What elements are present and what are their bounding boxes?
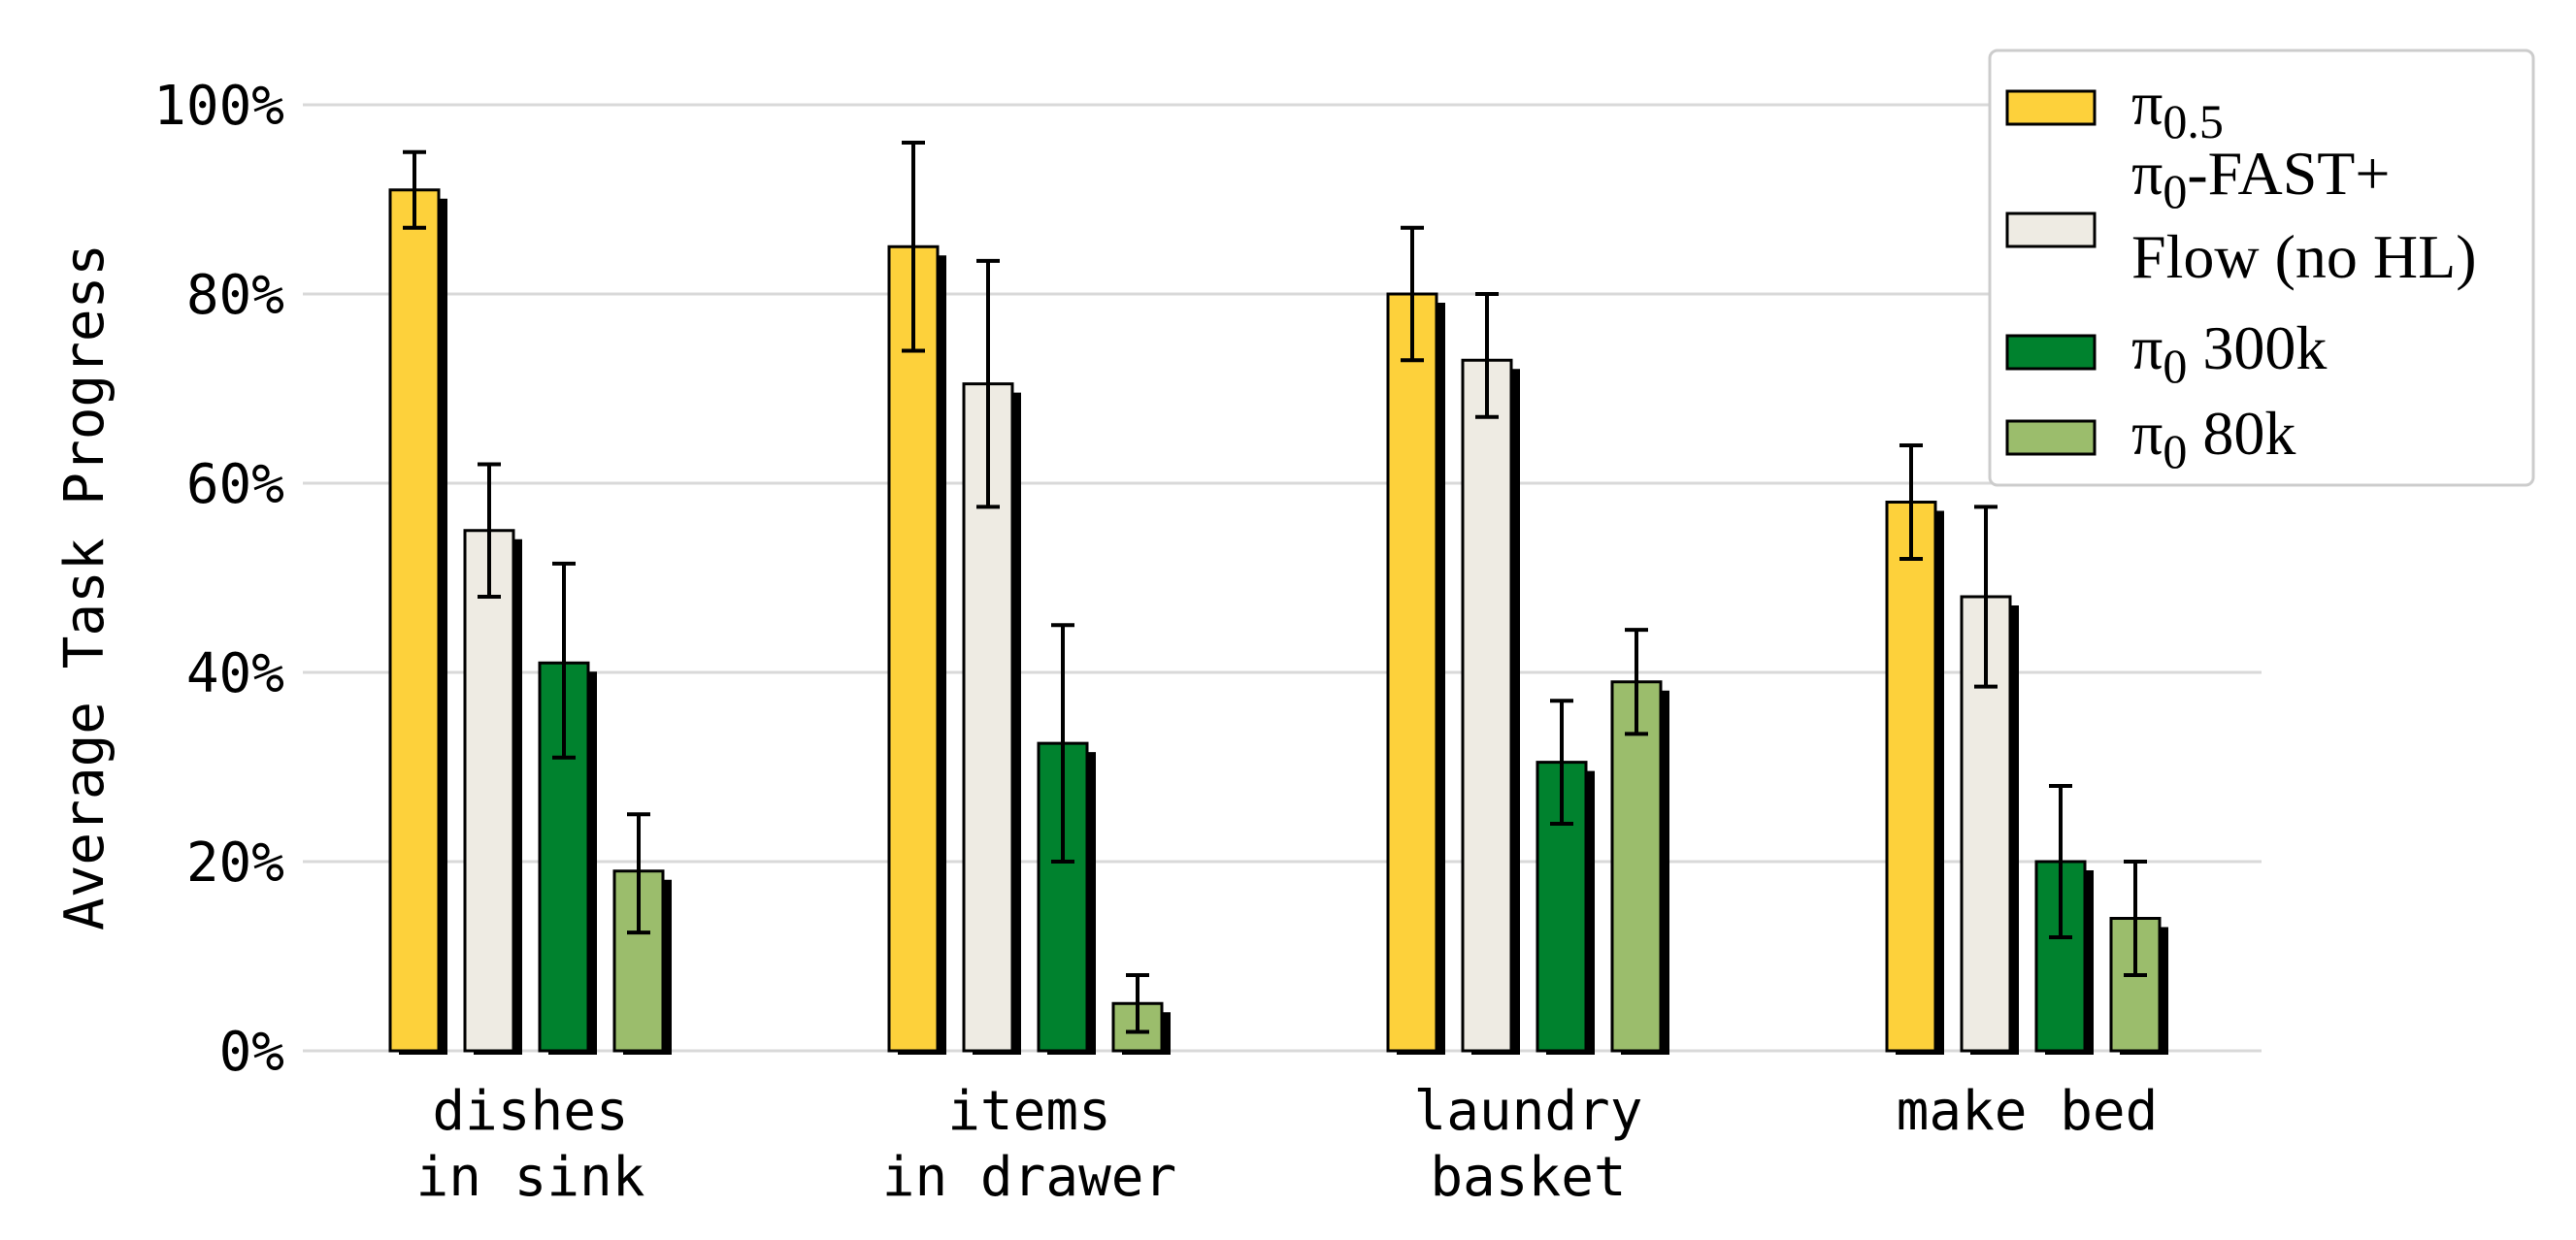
y-tick-label: 0% [219,1021,284,1084]
x-tick-label: in sink [415,1146,644,1209]
error-bar [403,149,426,230]
legend-swatch [2005,89,2097,126]
legend-label: π0.5 [2131,69,2224,148]
legend-label: π0 300k [2131,313,2327,393]
bar [1461,358,1513,1053]
y-tick-label: 60% [186,453,284,516]
y-tick-label: 100% [153,75,284,138]
bar [388,188,441,1053]
y-axis-label: Average Task Progress [53,244,116,930]
x-tick-label: items [947,1080,1111,1143]
legend-label: π0-FAST+ [2131,139,2390,218]
error-bar [1475,292,1499,419]
x-tick-label: make bed [1897,1080,2159,1143]
bar [463,529,515,1053]
x-tick-label: basket [1430,1146,1626,1209]
error-bar [552,561,576,760]
legend-item: π0 80k [2005,399,2295,478]
error-bar [1899,443,1923,561]
bar [1885,501,1937,1053]
error-bar [627,812,650,935]
error-bar [1401,225,1424,363]
error-bar [1051,623,1074,864]
bars [388,188,2168,1055]
error-bar [2049,784,2072,939]
bar [887,245,940,1053]
x-tick-label: laundry [1413,1080,1642,1143]
y-tick-label: 80% [186,264,284,327]
error-bar [976,258,1000,509]
legend-label-line2: Flow (no HL) [2131,222,2477,291]
legend-swatch [2005,419,2097,456]
legend-item: π0-FAST+Flow (no HL) [2005,139,2477,291]
y-tick-label: 40% [186,642,284,705]
legend-swatch [2005,334,2097,371]
error-bar [478,462,501,599]
x-tick-label: dishes [432,1080,628,1143]
x-tick-label: in drawer [882,1146,1176,1209]
error-bars [403,141,2147,1034]
bar [1386,292,1438,1053]
legend-swatch [2005,212,2097,248]
legend-box [1988,49,2535,487]
bar [1610,680,1663,1053]
error-bar [902,141,925,353]
error-bar [1974,505,1998,689]
error-bar [2124,860,2147,977]
legend-label: π0 80k [2131,399,2295,478]
error-bar [1625,628,1648,736]
legend-item: π0 300k [2005,313,2327,393]
error-bar [1550,699,1573,826]
bar [1037,741,1089,1053]
legend-item: π0.5 [2005,69,2224,148]
error-bar [1126,973,1149,1034]
y-tick-label: 20% [186,832,284,895]
y-axis-ticks: 0% 20% 40% 60% 80% 100% [153,75,284,1084]
